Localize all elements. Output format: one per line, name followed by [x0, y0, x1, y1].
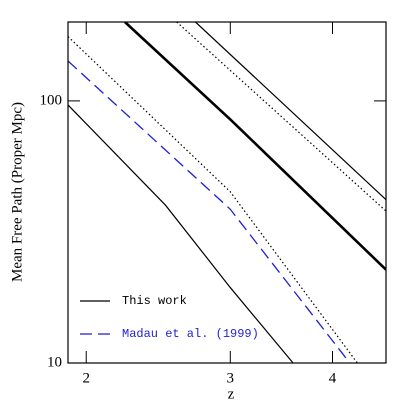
x-tick-label: 2 — [82, 370, 90, 386]
y-axis-label: Mean Free Path (Proper Mpc) — [9, 102, 25, 282]
x-tick-label: 3 — [227, 370, 235, 386]
data-line — [68, 60, 351, 363]
data-line — [68, 36, 358, 363]
y-tick-label: 100 — [40, 92, 63, 108]
data-line — [124, 22, 386, 271]
legend-label: Madau et al. (1999) — [122, 327, 259, 341]
data-line — [176, 22, 386, 212]
y-tick-label: 10 — [47, 354, 62, 370]
legend-label: This work — [122, 294, 187, 308]
x-tick-label: 4 — [329, 370, 337, 386]
x-axis-label: z — [228, 386, 235, 402]
plot-lines — [68, 22, 386, 363]
data-line — [195, 22, 386, 201]
plot-frame — [67, 21, 387, 364]
legend: This work Madau et al. (1999) — [80, 294, 259, 341]
data-line — [68, 104, 294, 363]
